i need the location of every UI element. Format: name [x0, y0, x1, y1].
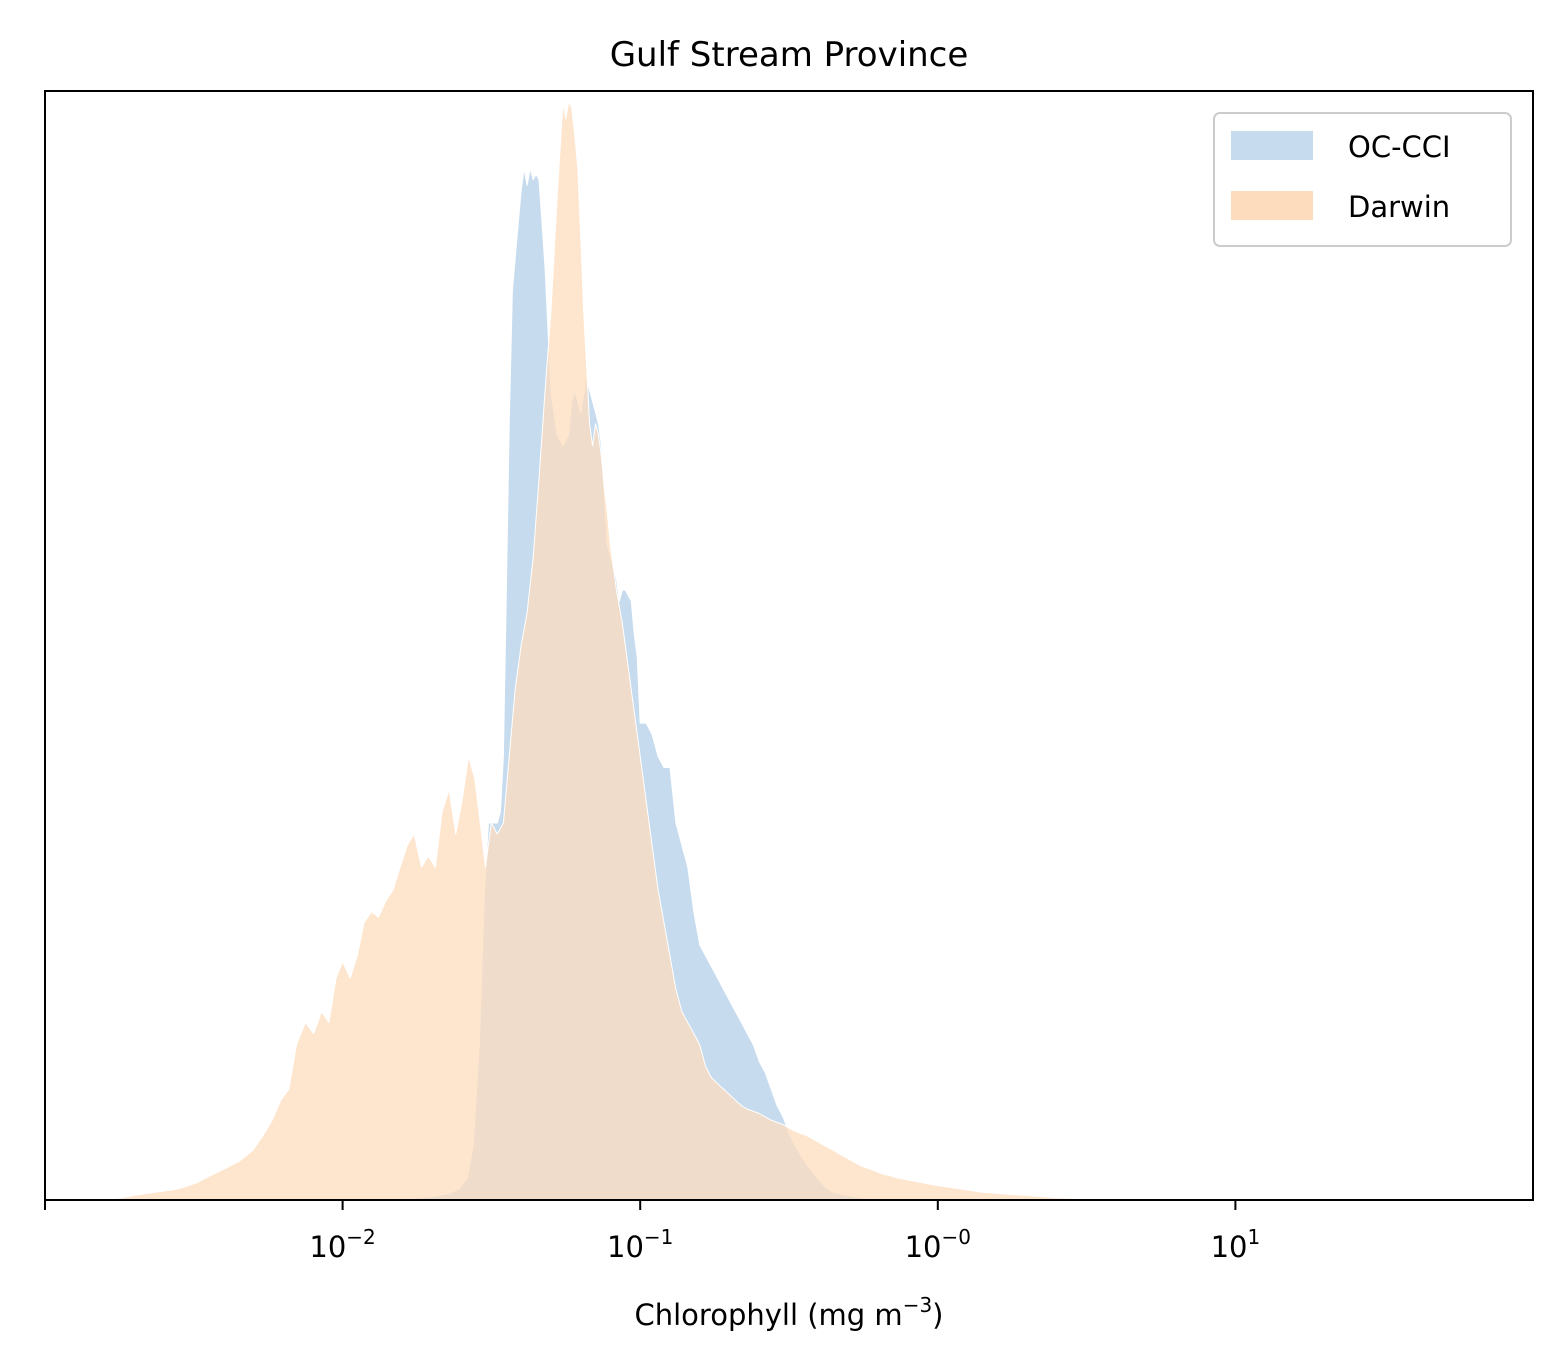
- x-tick-label: 10−1: [607, 1225, 673, 1264]
- x-axis-label-suffix: ): [932, 1298, 943, 1332]
- legend-label: OC-CCI: [1348, 130, 1451, 164]
- legend-swatch: [1231, 131, 1313, 160]
- x-tick-label-exponent: 1: [1247, 1225, 1260, 1249]
- x-tick-label-base: 10: [607, 1230, 644, 1264]
- x-tick-label-exponent: −1: [644, 1225, 673, 1249]
- x-tick-label-base: 10: [1211, 1230, 1248, 1264]
- x-tick-label: 10−0: [905, 1225, 971, 1264]
- legend-swatch: [1231, 191, 1313, 220]
- chart-title: Gulf Stream Province: [610, 35, 969, 75]
- x-tick-label-base: 10: [309, 1230, 346, 1264]
- plot-series: [105, 101, 1132, 1201]
- legend: OC-CCI Darwin: [1213, 112, 1512, 247]
- x-tick-label: 10−2: [309, 1225, 375, 1264]
- x-axis-label-main: Chlorophyll (mg m: [635, 1298, 903, 1332]
- x-tick-label-exponent: −0: [942, 1225, 971, 1249]
- axes-frame: [44, 90, 1534, 1210]
- x-axis-label-exponent: −3: [903, 1293, 932, 1317]
- x-axis-label: Chlorophyll (mg m−3): [635, 1293, 944, 1332]
- x-ticks: 10−2 10−1 10−0 101: [309, 1200, 1260, 1264]
- x-tick-label: 101: [1211, 1225, 1261, 1264]
- x-tick-label-base: 10: [905, 1230, 942, 1264]
- plot-frame: [44, 90, 1534, 1201]
- x-tick-label-exponent: −2: [346, 1225, 375, 1249]
- series-area-darwin: [105, 101, 1132, 1201]
- legend-label: Darwin: [1348, 190, 1450, 224]
